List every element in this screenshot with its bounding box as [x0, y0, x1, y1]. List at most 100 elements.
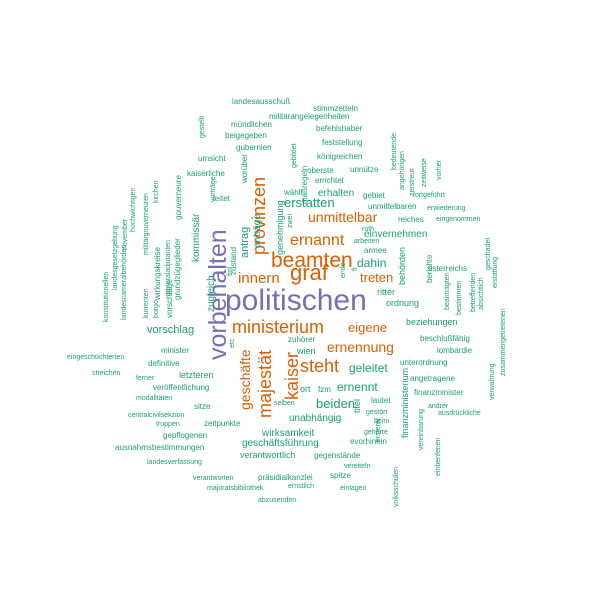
word: landesverfassung — [147, 459, 202, 466]
word: unmittelbaren — [368, 202, 416, 211]
word: majoratsbibliothek — [207, 485, 264, 492]
word: generaladjutanten — [165, 240, 172, 296]
word: errichtet — [315, 176, 345, 185]
word: kurrenten — [143, 288, 150, 318]
word: minister — [161, 346, 189, 355]
word: ausnahmsbestimmungen — [115, 443, 204, 452]
word: fl — [352, 267, 359, 271]
word: definitive — [148, 359, 180, 368]
word: angehörigen — [399, 151, 406, 190]
word: beiden — [316, 396, 355, 411]
word: gegenstände — [314, 451, 361, 460]
word: landescameralbehörden — [121, 245, 128, 320]
word: selben — [274, 400, 295, 407]
word: österreichs — [428, 264, 467, 273]
word: ernstlich — [288, 483, 314, 490]
word: zerstreut — [409, 169, 416, 196]
word: fortgeführt — [413, 192, 445, 199]
word: einlagen — [340, 485, 367, 492]
word: befehlshaber — [316, 124, 363, 133]
word: veröffentlichung — [153, 383, 209, 392]
word: beim — [374, 418, 389, 425]
word: dahin — [357, 256, 386, 270]
word: wien — [296, 346, 316, 356]
word: titel — [352, 399, 362, 413]
word: armee — [364, 246, 387, 255]
word: unnütze — [350, 165, 379, 174]
word: ernannt — [290, 232, 345, 249]
word: gestellt — [199, 116, 206, 138]
word: vorträge — [210, 176, 217, 202]
word: borgo — [153, 300, 160, 318]
word: unmittelbar — [308, 209, 378, 225]
word: ferner — [136, 375, 155, 382]
word: geschäftsführung — [242, 438, 319, 449]
word: landesausschuß — [232, 97, 290, 106]
word: eingenommen — [436, 216, 480, 223]
word: eigene — [348, 320, 387, 335]
word: finanzministerium — [400, 368, 410, 438]
word: reiches — [398, 215, 424, 224]
word: stimmzetteln — [313, 104, 358, 113]
word: beigegeben — [225, 131, 267, 140]
word: maßregeln — [300, 166, 309, 204]
word: kirchen — [153, 180, 160, 203]
word: ordnung — [386, 298, 419, 308]
word: vorbehalten — [204, 229, 232, 360]
word: centralcivilsekzion — [128, 412, 185, 419]
word: graf — [290, 260, 329, 285]
word: zustand — [229, 247, 238, 275]
word: verantwortlich — [240, 450, 296, 460]
word: gepflogenen — [163, 431, 207, 440]
word: ort — [300, 384, 311, 394]
word: provinzen — [249, 177, 269, 255]
word: streichen — [92, 370, 121, 377]
word: erstattung — [492, 257, 499, 288]
word: kaiser — [282, 352, 302, 400]
word: zeitweise — [421, 158, 428, 187]
word: einbenfenen — [435, 437, 442, 476]
word: majestät — [255, 350, 275, 418]
word: etc — [229, 338, 236, 348]
word: vorschläge — [165, 279, 174, 318]
word: gebiet — [363, 191, 386, 200]
word: letzteren — [179, 370, 214, 380]
word: truppen — [156, 421, 180, 428]
word: kommissär — [191, 213, 202, 262]
word: steht — [300, 356, 339, 376]
word: roth — [362, 226, 374, 233]
word: landesgesetzgebung — [112, 225, 119, 290]
word: worüber — [240, 154, 249, 184]
word: absichtlich — [478, 277, 485, 310]
word: beschlußfähig — [420, 334, 470, 343]
word: verwahrung — [489, 363, 496, 400]
word: geschadet — [485, 238, 492, 270]
word: erwiederung — [427, 205, 466, 212]
word: militärangelegenheiten — [269, 112, 350, 121]
word: vorschlag — [147, 324, 194, 336]
word: behörden — [397, 247, 407, 285]
word: gehörte — [364, 429, 388, 436]
word: ritter — [377, 287, 395, 297]
word: wirksamkeit — [261, 428, 314, 439]
word: lautet — [371, 396, 391, 405]
word: geschäfte — [237, 349, 253, 410]
word: hochwichtigen — [130, 188, 137, 232]
word: vereinbarung — [418, 409, 425, 450]
word: verantworten — [193, 475, 234, 482]
word: unterordnung — [400, 358, 448, 367]
word: geleitet — [349, 361, 388, 375]
word: umsicht — [198, 154, 226, 163]
word: andrer — [428, 403, 449, 410]
word: angetragene — [410, 374, 455, 383]
word: ministerium — [232, 317, 324, 337]
word: vereiteln — [344, 463, 371, 470]
word: wählt — [283, 188, 303, 197]
word: ernennt — [337, 380, 378, 394]
word: wirkungskreise — [153, 247, 162, 301]
word: oberste — [307, 166, 334, 175]
word: grundzügeglieder — [173, 238, 182, 300]
word: innern — [238, 270, 280, 287]
word: beantragten — [444, 273, 451, 310]
word: lombardie — [437, 346, 473, 355]
